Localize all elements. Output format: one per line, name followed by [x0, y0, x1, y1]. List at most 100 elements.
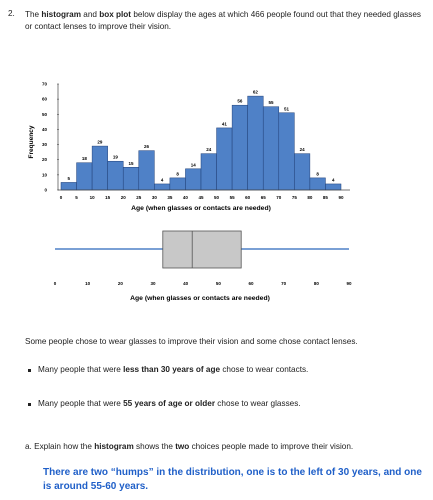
box-xtick-label: 0: [54, 281, 57, 286]
qa-text-c: shows the: [133, 442, 176, 451]
box-xtick-label: 10: [85, 281, 91, 286]
hist-xtick-label: 50: [214, 195, 220, 200]
hist-data-label: 29: [97, 140, 103, 145]
hist-xtick-label: 0: [60, 195, 63, 200]
intro-histogram: histogram: [41, 10, 81, 19]
hist-xtick-label: 40: [183, 195, 189, 200]
question-a: a. Explain how the histogram shows the t…: [25, 442, 353, 451]
bullet-glasses: Many people that were 55 years of age or…: [28, 399, 301, 408]
hist-data-label: 14: [191, 162, 197, 167]
hist-data-label: 5: [68, 176, 71, 181]
context-paragraph: Some people chose to wear glasses to imp…: [25, 337, 358, 346]
charts-canvas: 010203040506070Frequency5182919152648142…: [28, 82, 352, 303]
hist-xtick-label: 25: [136, 195, 142, 200]
hist-ytick-label: 40: [42, 127, 48, 132]
intro-text-3: below display the ages at which 466 peop…: [25, 10, 421, 31]
qa-text-e: choices people made to improve their vis…: [189, 442, 354, 451]
hist-xtick-label: 55: [230, 195, 236, 200]
hist-data-label: 55: [268, 100, 274, 105]
hist-bar: [231, 104, 248, 191]
hist-bar: [154, 183, 171, 191]
hist-data-label: 4: [161, 177, 164, 182]
box-xtick-label: 90: [346, 281, 352, 286]
hist-xtick-label: 15: [105, 195, 111, 200]
hist-xtick-label: 35: [167, 195, 173, 200]
hist-bar: [60, 182, 77, 191]
question-number: 2.: [8, 9, 15, 18]
hist-ytick-label: 70: [42, 82, 48, 87]
hist-xtick-label: 65: [261, 195, 267, 200]
bullet-contacts: Many people that were less than 30 years…: [27, 365, 309, 374]
hist-data-label: 51: [284, 106, 290, 111]
hist-bar: [138, 150, 155, 191]
hist-data-label: 24: [206, 147, 212, 152]
hist-ytick-label: 10: [42, 172, 48, 177]
hist-bar: [247, 95, 264, 191]
hist-bar: [185, 168, 202, 191]
hist-ytick-label: 50: [42, 112, 48, 117]
hist-xlabel: Age (when glasses or contacts are needed…: [131, 205, 271, 212]
hist-data-label: 19: [113, 155, 119, 160]
hist-data-label: 41: [222, 121, 228, 126]
histogram-chart: 010203040506070Frequency5182919152648142…: [28, 82, 350, 212]
hist-bar: [76, 162, 93, 191]
hist-bar: [325, 183, 342, 191]
hist-data-label: 15: [128, 161, 134, 166]
intro-text-2: and: [80, 10, 100, 19]
bullet1-text-b: less than 30 years of age: [123, 365, 221, 374]
bullet2-text-c: chose to wear glasses.: [215, 399, 301, 408]
box-xtick-label: 20: [118, 281, 124, 286]
hist-xtick-label: 75: [292, 195, 298, 200]
hist-bar: [107, 160, 124, 191]
hist-xtick-label: 30: [152, 195, 158, 200]
hist-xtick-label: 10: [90, 195, 96, 200]
hist-bar: [91, 145, 108, 191]
hist-xtick-label: 20: [121, 195, 127, 200]
hist-xtick-label: 80: [307, 195, 313, 200]
hist-ytick-label: 0: [44, 188, 47, 193]
hist-xtick-label: 5: [75, 195, 78, 200]
box-iqr: [162, 230, 242, 269]
box-plot-chart: 0 10 20 30 40 50 60 70 80 90 Age (when glasses or …: [54, 230, 352, 302]
hist-bar: [169, 177, 186, 191]
hist-data-label: 18: [82, 156, 88, 161]
intro-boxplot: box plot: [99, 10, 132, 19]
hist-data-label: 56: [237, 99, 243, 104]
hist-data-label: 26: [144, 144, 150, 149]
hist-bar: [309, 177, 326, 191]
hist-xtick-label: 85: [323, 195, 329, 200]
bullet2-text-b: 55 years of age or older: [123, 399, 216, 408]
hist-xtick-label: 60: [245, 195, 251, 200]
box-xtick-label: 80: [314, 281, 320, 286]
bullet1-text-a: Many people that were: [38, 365, 124, 374]
hist-data-label: 62: [253, 90, 259, 95]
hist-ytick-label: 30: [42, 142, 48, 147]
bullet1-text-c: chose to wear contacts.: [220, 365, 309, 374]
hist-data-label: 8: [176, 171, 179, 176]
hist-bar: [122, 167, 140, 191]
bullet2-text-a: Many people that were: [38, 399, 124, 408]
hist-xtick-label: 70: [276, 195, 282, 200]
hist-bar: [262, 106, 280, 191]
answer-text: There are two “humps” in the distributio…: [43, 467, 422, 492]
box-xtick-label: 30: [150, 281, 156, 286]
hist-ytick-label: 60: [42, 97, 48, 102]
hist-data-label: 24: [300, 147, 306, 152]
box-xlabel: Age (when glasses or contacts are needed…: [130, 295, 270, 302]
question-intro: The histogram and box plot below display…: [25, 9, 425, 32]
hist-ylabel: Frequency: [28, 125, 35, 158]
qa-text-b: histogram: [94, 442, 134, 451]
hist-ytick-label: 20: [42, 157, 48, 162]
qa-text-a: a. Explain how the: [25, 442, 95, 451]
intro-text-1: The: [25, 10, 42, 19]
box-xtick-label: 50: [216, 281, 222, 286]
box-xtick-label: 60: [248, 281, 254, 286]
hist-bar: [216, 127, 233, 191]
hist-xtick-label: 45: [198, 195, 204, 200]
box-xtick-label: 70: [281, 281, 287, 286]
hist-data-label: 4: [332, 177, 335, 182]
hist-bar: [278, 112, 295, 191]
hist-xtick-label: 90: [338, 195, 344, 200]
box-xtick-label: 40: [183, 281, 189, 286]
hist-bar: [294, 153, 311, 191]
